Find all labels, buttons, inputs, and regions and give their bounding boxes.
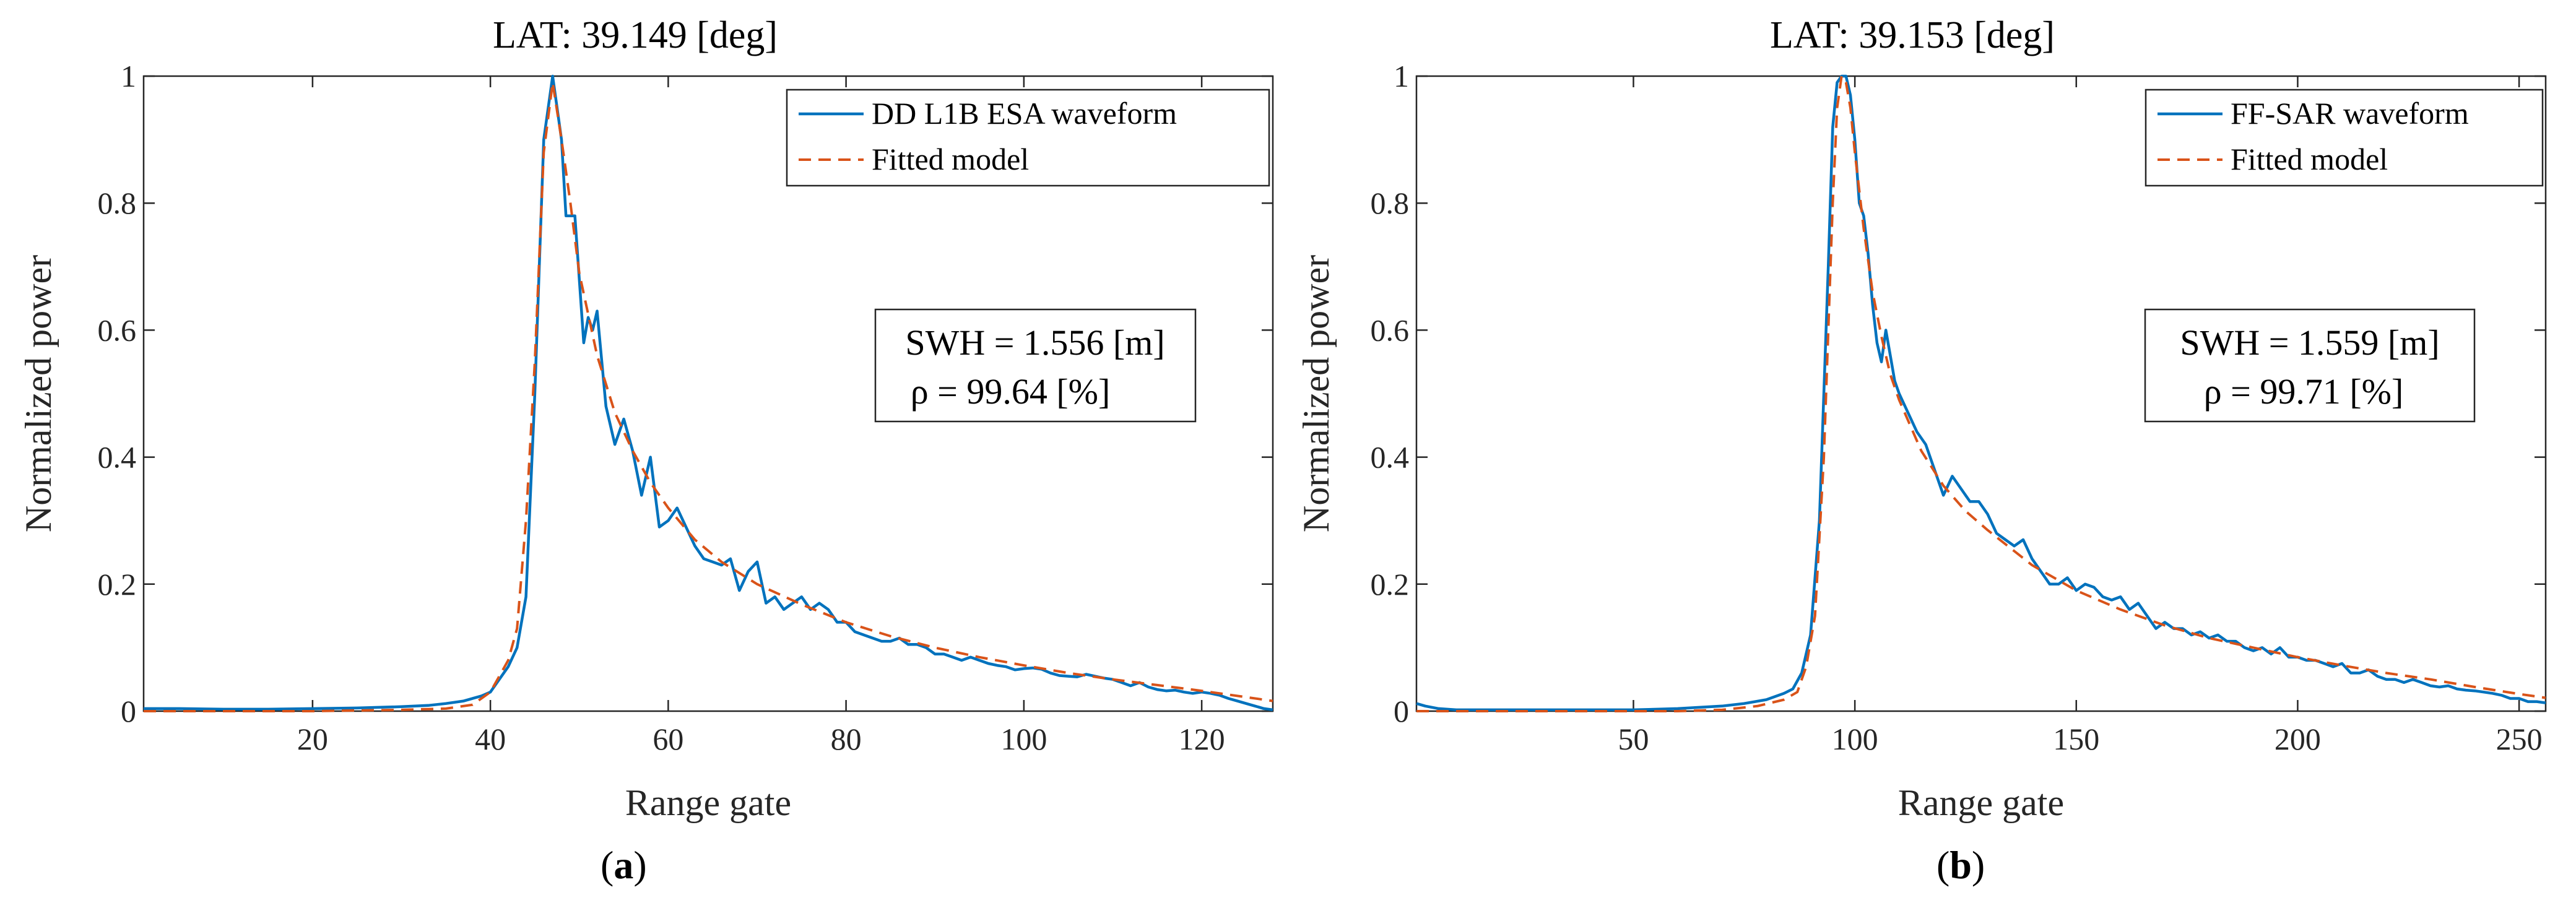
legend-b: FF-SAR waveform Fitted model (2144, 89, 2544, 187)
legend-label-fitted-a: Fitted model (872, 142, 1029, 176)
rho-value-b: ρ = 99.71 [%] (2204, 371, 2404, 412)
legend-label-fitted-b: Fitted model (2231, 142, 2388, 176)
y-tick-label-a-0: 0 (121, 694, 136, 728)
panel-label-a-letter: a (614, 843, 633, 887)
x-tick-label-b-3: 200 (2275, 722, 2321, 756)
y-tick-label-b-1: 0.2 (1371, 567, 1410, 602)
y-tick-label-a-1: 0.2 (98, 567, 137, 602)
y-tick-label-b-3: 0.6 (1371, 313, 1410, 347)
x-tick-label-a-3: 80 (831, 722, 862, 756)
series-line-a-0 (144, 74, 1273, 712)
y-tick-label-a-4: 0.8 (98, 186, 137, 220)
series-group-b (1416, 74, 2546, 712)
y-axis-label-a: Normalized power (18, 255, 59, 532)
x-tick-label-a-0: 20 (297, 722, 328, 756)
panel-label-a-open: ( (601, 843, 614, 887)
tick-group-b: 50 100 150 200 250 0 0.2 0.4 0.6 0.8 1 (1371, 59, 2546, 756)
legend-box-b (2144, 89, 2544, 187)
annotation-frame-a (874, 308, 1197, 423)
panel-label-b-close: ) (1972, 843, 1985, 887)
x-axis-label-a: Range gate (625, 782, 791, 823)
annotation-box-b: SWH = 1.559 [m] ρ = 99.71 [%] (2144, 308, 2476, 423)
chart-panel-b: LAT: 39.153 [deg] 50 100 150 200 250 0 0.2 0.4 0… (1296, 14, 2547, 887)
panel-label-b: (b) (1936, 843, 1985, 887)
swh-value-a: SWH = 1.556 [m] (905, 322, 1164, 363)
annotation-box-a: SWH = 1.556 [m] ρ = 99.64 [%] (874, 308, 1197, 423)
y-tick-label-b-4: 0.8 (1371, 186, 1410, 220)
y-tick-label-a-2: 0.4 (98, 440, 137, 475)
chart-title-b: LAT: 39.153 [deg] (1770, 14, 2055, 56)
y-tick-label-b-0: 0 (1394, 694, 1409, 728)
x-tick-label-b-2: 150 (2053, 722, 2099, 756)
y-axis-label-b: Normalized power (1296, 255, 1337, 532)
series-group-a (144, 74, 1273, 712)
panel-label-a: (a) (601, 843, 647, 887)
y-tick-label-a-3: 0.6 (98, 313, 137, 347)
x-tick-label-b-0: 50 (1618, 722, 1649, 756)
x-tick-label-a-2: 60 (653, 722, 683, 756)
x-tick-label-a-4: 100 (1000, 722, 1047, 756)
annotation-frame-b (2144, 308, 2476, 423)
x-tick-label-a-1: 40 (475, 722, 506, 756)
x-tick-label-b-4: 250 (2496, 722, 2543, 756)
series-line-b-0 (1416, 74, 2546, 712)
y-tick-label-a-5: 1 (121, 59, 136, 93)
plot-frame-a (142, 75, 1274, 712)
x-axis-label-b: Range gate (1898, 782, 2064, 823)
panel-label-a-close: ) (633, 843, 646, 887)
plot-frame-b (1415, 75, 2547, 712)
y-tick-label-b-2: 0.4 (1371, 440, 1410, 475)
legend-box-a (786, 89, 1270, 187)
tick-group-a: 20 40 60 80 100 120 0 0.2 0.4 0.6 0.8 1 (98, 59, 1273, 756)
y-tick-label-b-5: 1 (1394, 59, 1409, 93)
rho-value-a: ρ = 99.64 [%] (911, 371, 1111, 412)
x-tick-label-a-5: 120 (1179, 722, 1225, 756)
panel-label-b-open: ( (1936, 843, 1949, 887)
series-line-a-1 (144, 81, 1273, 712)
legend-a: DD L1B ESA waveform Fitted model (786, 89, 1270, 187)
swh-value-b: SWH = 1.559 [m] (2180, 322, 2439, 363)
panel-label-b-letter: b (1949, 843, 1972, 887)
chart-title-a: LAT: 39.149 [deg] (493, 14, 778, 56)
legend-label-ff-sar: FF-SAR waveform (2231, 96, 2469, 131)
legend-label-dd-l1b: DD L1B ESA waveform (872, 96, 1177, 131)
chart-panel-a: LAT: 39.149 [deg] 20 40 60 80 100 120 0 0.2 0.4 0… (18, 14, 1274, 887)
x-tick-label-b-1: 100 (1832, 722, 1878, 756)
